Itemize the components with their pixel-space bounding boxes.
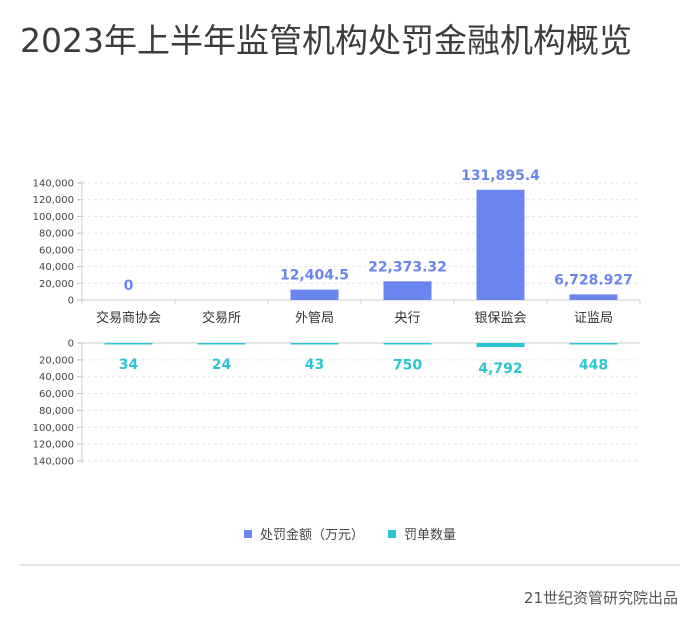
top-axis-tick-label: 40,000: [39, 262, 74, 273]
amount-data-label: 131,895.4: [461, 168, 540, 184]
footer-divider: [20, 564, 680, 566]
count-bar: [104, 343, 153, 345]
category-label: 银保监会: [474, 311, 526, 326]
legend-swatch-count: [388, 529, 396, 538]
count-data-label: 24: [212, 357, 232, 373]
count-data-label: 4,792: [478, 361, 522, 377]
amount-bar: [569, 294, 618, 300]
legend-label-count: 罚单数量: [404, 528, 457, 543]
amount-data-label: 0: [124, 278, 134, 294]
count-bar: [383, 343, 432, 345]
count-bar: [476, 343, 525, 348]
legend-swatch-amount: [243, 529, 252, 538]
category-label: 外管局: [295, 311, 334, 326]
bottom-axis-tick-label: 140,000: [33, 457, 74, 468]
count-bar: [197, 343, 246, 345]
page-title: 2023年上半年监管机构处罚金融机构概览: [20, 21, 632, 60]
category-label: 交易所: [202, 310, 241, 326]
count-bar: [290, 343, 339, 345]
top-axis-tick-label: 100,000: [33, 212, 74, 223]
top-axis-tick-label: 80,000: [39, 229, 74, 240]
bottom-axis-tick-label: 40,000: [39, 372, 74, 383]
top-axis-tick-label: 0: [68, 296, 74, 307]
count-data-label: 448: [579, 357, 608, 373]
bottom-axis-tick-label: 20,000: [39, 355, 74, 366]
legend-label-amount: 处罚金额（万元）: [259, 528, 364, 543]
bottom-axis-tick-label: 120,000: [33, 440, 74, 451]
top-axis-tick-label: 20,000: [39, 279, 74, 290]
category-label: 证监局: [574, 311, 613, 326]
top-axis-tick-label: 120,000: [33, 195, 74, 206]
legend-item-count[interactable]: 罚单数量: [388, 524, 456, 543]
amount-data-label: 22,373.32: [368, 259, 447, 275]
count-data-label: 34: [119, 357, 139, 373]
amount-bar: [383, 281, 432, 300]
count-data-label: 43: [305, 357, 324, 373]
bottom-axis-tick-label: 0: [68, 339, 74, 350]
count-data-label: 750: [393, 358, 422, 374]
top-axis-tick-label: 60,000: [39, 245, 74, 256]
amount-data-label: 12,404.5: [280, 268, 349, 284]
amount-bar: [290, 289, 339, 300]
count-bar: [569, 343, 618, 345]
category-label: 交易商协会: [96, 310, 161, 326]
top-axis-tick-label: 140,000: [33, 179, 74, 190]
amount-bar: [476, 189, 525, 300]
bottom-axis-tick-label: 100,000: [33, 423, 74, 434]
chart-legend: 处罚金额（万元） 罚单数量: [0, 524, 700, 543]
chart-svg: 0 20,000 40,000 60,000 80,000 100,000 120,000 1…: [33, 168, 641, 468]
bottom-axis-tick-label: 80,000: [39, 406, 74, 417]
source-credit: 21世纪资管研究院出品: [523, 589, 678, 607]
bottom-axis-tick-label: 60,000: [39, 389, 74, 400]
legend-item-amount[interactable]: 处罚金额（万元）: [243, 524, 364, 543]
category-label: 央行: [394, 311, 420, 326]
amount-data-label: 6,728.927: [554, 272, 633, 288]
